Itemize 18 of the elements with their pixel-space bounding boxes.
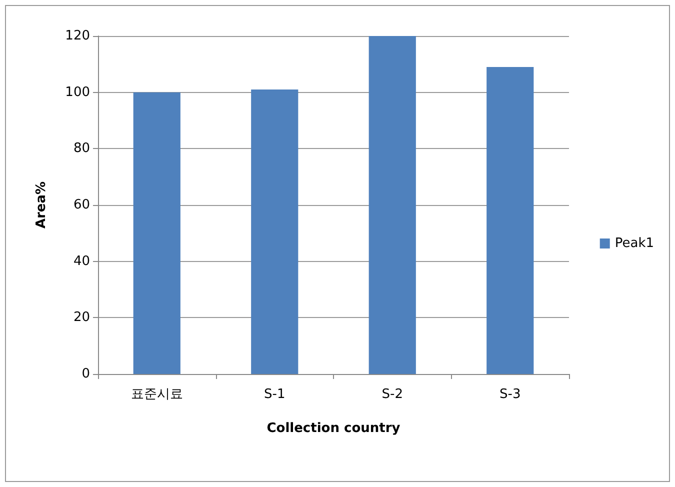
y-tick-label: 0 (82, 366, 90, 382)
y-tick-label: 120 (65, 28, 90, 44)
y-axis-title: Area% (34, 181, 49, 229)
y-tick-label: 80 (73, 141, 90, 156)
y-tick-label: 100 (65, 84, 90, 100)
bar (486, 66, 534, 374)
y-tick-label: 20 (73, 310, 90, 326)
bar (251, 90, 298, 374)
x-tick-label: S-1 (264, 387, 286, 402)
x-tick-label: 표준시료 (130, 387, 183, 402)
y-tick-label: 60 (73, 198, 90, 212)
y-tick-label: 40 (73, 254, 90, 269)
bar (133, 92, 180, 374)
x-axis-title: Collection country (266, 421, 401, 436)
x-tick-label: S-2 (382, 387, 403, 402)
legend-label: Peak1 (614, 236, 654, 251)
bar (368, 36, 416, 374)
x-tick-label: S-3 (500, 387, 521, 402)
